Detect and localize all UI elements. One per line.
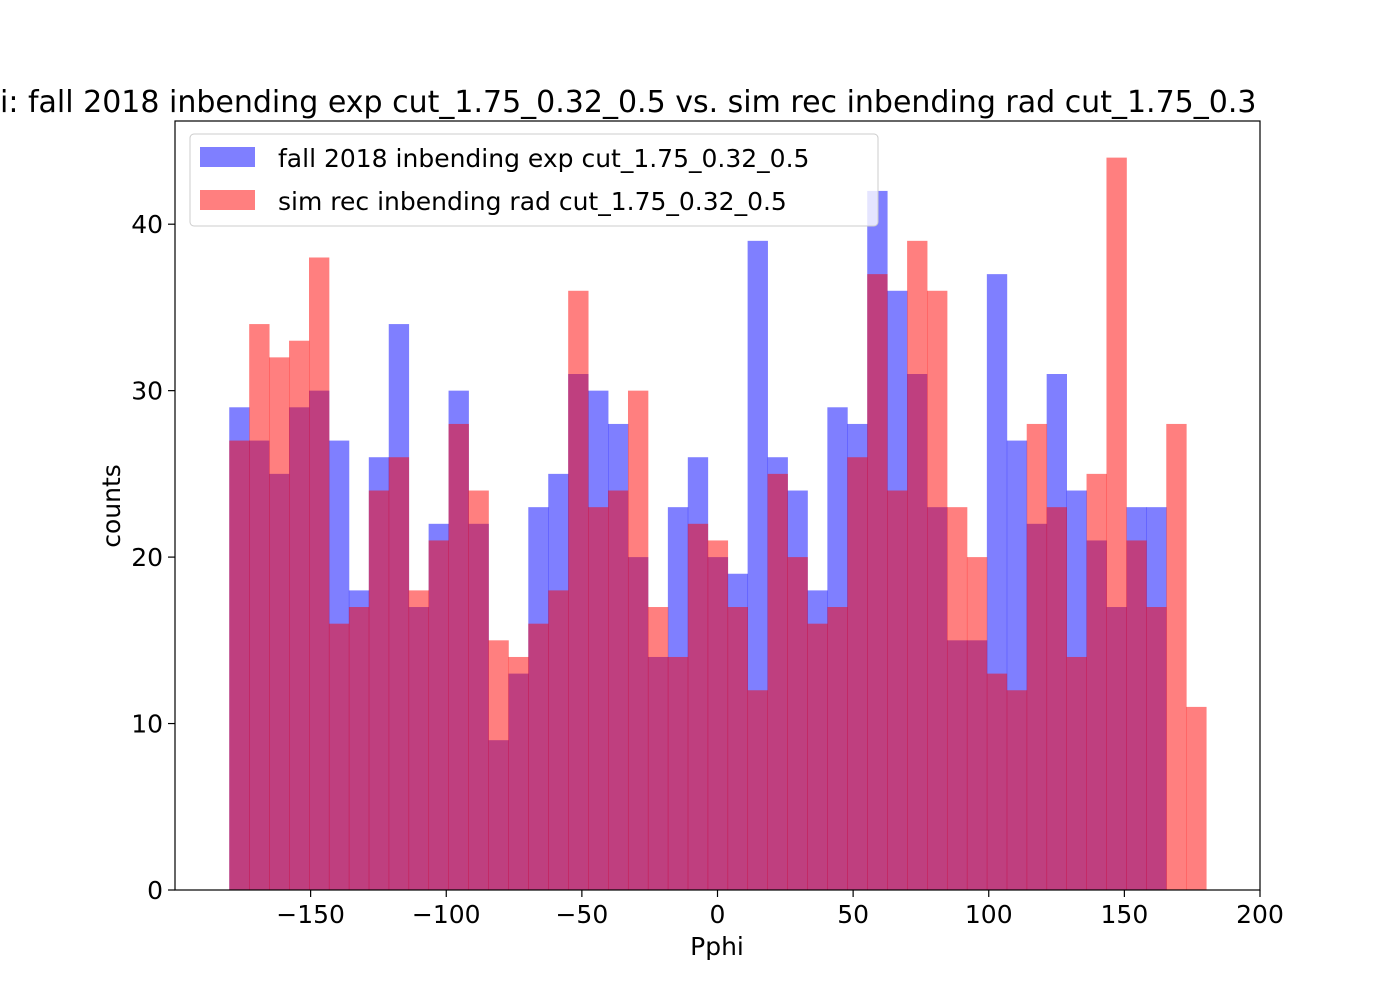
x-axis-label: Pphi (690, 932, 744, 961)
sim-bar (1086, 473, 1107, 890)
chart-title: i: fall 2018 inbending exp cut_1.75_0.32… (0, 85, 1256, 120)
sim-bar (707, 540, 729, 890)
sim-bar (767, 473, 788, 890)
y-tick-label: 0 (147, 876, 163, 905)
sim-bar (747, 690, 768, 890)
y-tick-label: 30 (131, 377, 163, 406)
sim-bar (1106, 157, 1127, 890)
legend-label-exp: fall 2018 inbending exp cut_1.75_0.32_0.… (278, 144, 809, 173)
sim-bar (1066, 656, 1087, 890)
y-tick-label: 10 (131, 710, 163, 739)
y-axis-ticks: 0 10 20 30 40 (131, 210, 175, 905)
sim-bar (867, 274, 888, 890)
x-axis-ticks: −150 −100 −50 0 50 100 150 200 (276, 890, 1284, 929)
sim-bar (807, 623, 828, 890)
x-tick-label: −100 (412, 900, 481, 929)
sim-bar (328, 623, 350, 890)
sim-bar (727, 607, 749, 890)
sim-bar (1026, 423, 1048, 890)
y-tick-label: 40 (131, 210, 163, 239)
sim-bar (1046, 507, 1067, 890)
sim-bar (468, 490, 489, 890)
sim-bar (1146, 607, 1167, 890)
sim-bar (229, 440, 250, 890)
sim-bar (309, 257, 330, 890)
sim-bar (907, 240, 928, 891)
sim-bar (588, 507, 609, 890)
sim-bar (1186, 706, 1207, 890)
x-tick-label: −50 (555, 900, 608, 929)
x-tick-label: 50 (837, 900, 869, 929)
legend-swatch-exp (200, 147, 255, 167)
bars-layer (229, 157, 1207, 891)
sim-bar (568, 290, 589, 890)
x-tick-label: 0 (710, 900, 726, 929)
x-tick-label: 100 (965, 900, 1013, 929)
sim-bar (488, 640, 509, 890)
y-tick-label: 20 (131, 543, 163, 572)
sim-bar (269, 357, 290, 890)
legend-label-sim: sim rec inbending rad cut_1.75_0.32_0.5 (278, 187, 787, 216)
sim-bar (249, 324, 270, 890)
sim-bar (289, 340, 310, 891)
sim-bar (627, 390, 649, 890)
sim-bar (448, 423, 469, 890)
sim-bar (368, 490, 390, 890)
sim-bar (647, 607, 669, 890)
sim-bar (946, 507, 968, 890)
sim-bar (927, 290, 948, 890)
sim-bar (388, 457, 410, 890)
sim-bar (508, 656, 529, 890)
sim-bar (687, 523, 709, 890)
sim-bar (428, 540, 449, 890)
sim-bar (528, 623, 549, 890)
sim-bar (827, 607, 848, 890)
x-tick-label: 200 (1236, 900, 1284, 929)
sim-bar (1126, 540, 1147, 890)
sim-bar (408, 590, 430, 890)
legend: fall 2018 inbending exp cut_1.75_0.32_0.… (189, 133, 879, 227)
sim-bar (887, 490, 908, 890)
sim-bar (986, 673, 1008, 890)
sim-bar (847, 457, 868, 890)
x-tick-label: 150 (1101, 900, 1149, 929)
sim-bar (1006, 690, 1028, 890)
sim-bar (1166, 423, 1187, 890)
x-tick-label: −150 (276, 900, 345, 929)
y-axis-label: counts (97, 464, 126, 548)
sim-bar (966, 557, 988, 890)
sim-bar (348, 607, 370, 890)
legend-box (189, 133, 879, 227)
legend-swatch-sim (200, 190, 255, 210)
sim-bar (548, 590, 569, 890)
sim-bar (608, 490, 629, 890)
sim-bar (787, 557, 808, 890)
sim-bar (667, 656, 689, 890)
